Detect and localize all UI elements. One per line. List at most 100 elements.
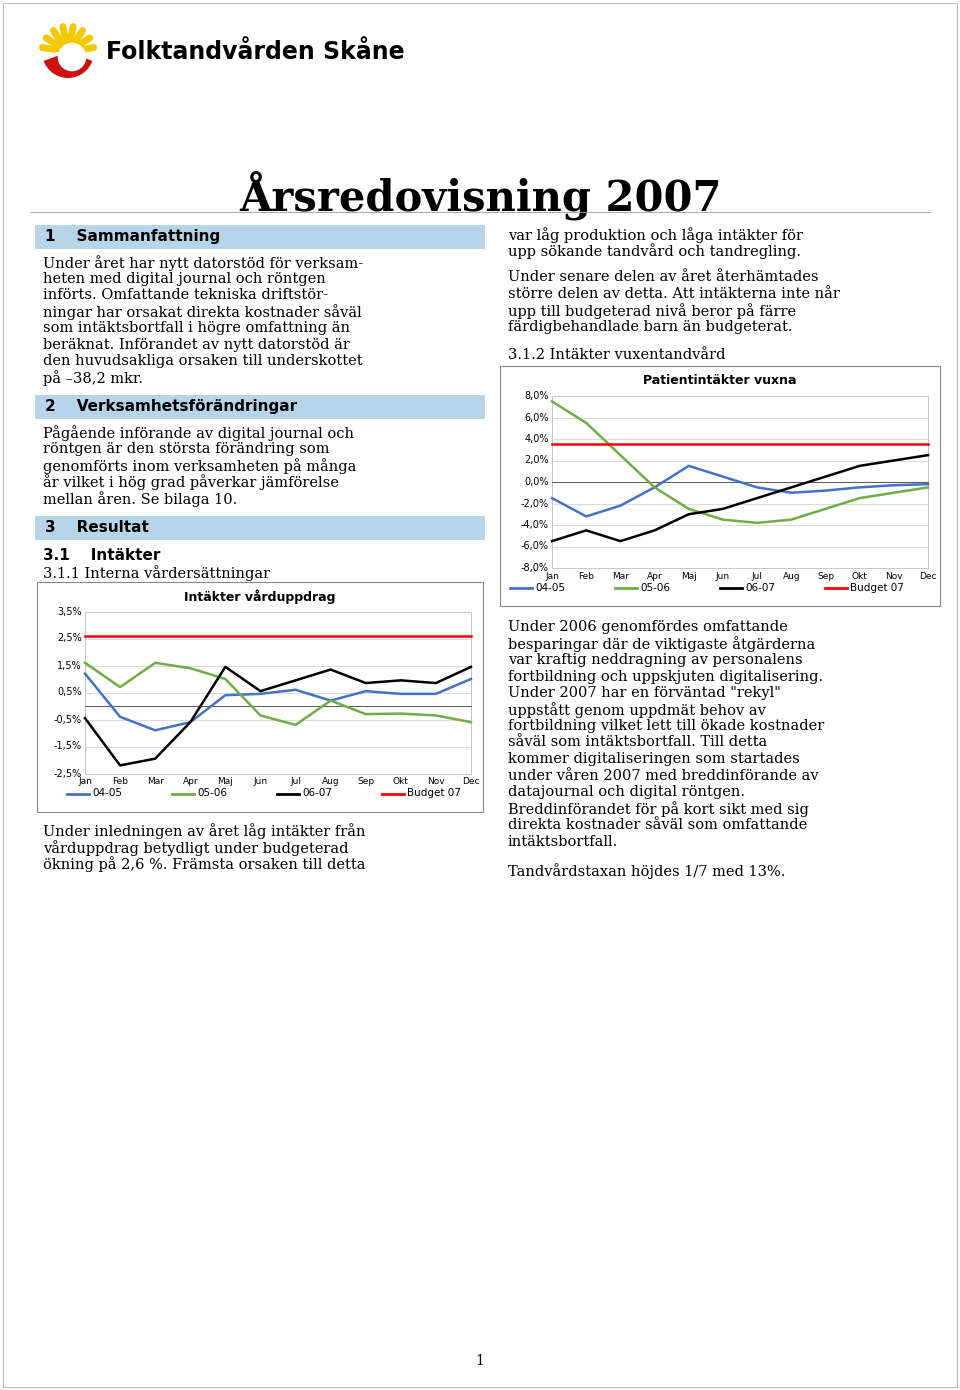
Text: 3    Resultat: 3 Resultat — [45, 520, 149, 535]
Text: 3.1    Intäkter: 3.1 Intäkter — [43, 548, 160, 563]
Text: större delen av detta. Att intäkterna inte når: större delen av detta. Att intäkterna in… — [508, 286, 840, 300]
Text: år vilket i hög grad påverkar jämförelse: år vilket i hög grad påverkar jämförelse — [43, 474, 339, 491]
Bar — [500, 366, 940, 606]
Text: 05-06: 05-06 — [197, 788, 227, 798]
Text: 2,0%: 2,0% — [524, 456, 549, 466]
Text: -0,5%: -0,5% — [54, 714, 82, 724]
Text: Dec: Dec — [920, 573, 937, 581]
Text: direkta kostnader såväl som omfattande: direkta kostnader såväl som omfattande — [508, 817, 807, 833]
Text: på –38,2 mkr.: på –38,2 mkr. — [43, 371, 143, 386]
Text: Jan: Jan — [545, 573, 559, 581]
Text: upp sökande tandvård och tandregling.: upp sökande tandvård och tandregling. — [508, 243, 801, 260]
Text: ningar har orsakat direkta kostnader såväl: ningar har orsakat direkta kostnader såv… — [43, 304, 362, 320]
Text: Apr: Apr — [647, 573, 662, 581]
Bar — [552, 396, 928, 569]
Text: röntgen är den största förändring som: röntgen är den största förändring som — [43, 442, 329, 456]
Text: genomförts inom verksamheten på många: genomförts inom verksamheten på många — [43, 457, 356, 474]
Text: under våren 2007 med breddinförande av: under våren 2007 med breddinförande av — [508, 769, 819, 783]
Text: Tandvårdstaxan höjdes 1/7 med 13%.: Tandvårdstaxan höjdes 1/7 med 13%. — [508, 863, 785, 878]
Text: intäktsbortfall.: intäktsbortfall. — [508, 834, 618, 848]
Text: Okt: Okt — [852, 573, 868, 581]
Bar — [35, 516, 485, 539]
Text: Aug: Aug — [782, 573, 800, 581]
Text: fortbildning vilket lett till ökade kostnader: fortbildning vilket lett till ökade kost… — [508, 719, 825, 733]
Text: Intäkter vårduppdrag: Intäkter vårduppdrag — [184, 589, 336, 605]
Text: 0,0%: 0,0% — [524, 477, 549, 486]
Wedge shape — [53, 36, 84, 51]
Text: Mar: Mar — [147, 777, 164, 787]
Text: mellan åren. Se bilaga 10.: mellan åren. Se bilaga 10. — [43, 491, 237, 507]
Text: var kraftig neddragning av personalens: var kraftig neddragning av personalens — [508, 653, 803, 667]
Text: 2,5%: 2,5% — [58, 634, 82, 644]
Text: -1,5%: -1,5% — [54, 741, 82, 752]
Text: Under senare delen av året återhämtades: Under senare delen av året återhämtades — [508, 270, 819, 284]
Text: -2,5%: -2,5% — [54, 769, 82, 778]
Text: Dec: Dec — [463, 777, 480, 787]
Text: 4,0%: 4,0% — [524, 434, 549, 443]
Text: Under året har nytt datorstöd för verksam-: Under året har nytt datorstöd för verksa… — [43, 254, 363, 271]
Text: Feb: Feb — [578, 573, 594, 581]
Text: såväl som intäktsbortfall. Till detta: såväl som intäktsbortfall. Till detta — [508, 735, 767, 749]
Text: datajournal och digital röntgen.: datajournal och digital röntgen. — [508, 785, 745, 799]
Text: 3,5%: 3,5% — [58, 606, 82, 617]
Text: 06-07: 06-07 — [302, 788, 332, 798]
Text: ökning på 2,6 %. Främsta orsaken till detta: ökning på 2,6 %. Främsta orsaken till de… — [43, 856, 366, 873]
Text: Jul: Jul — [290, 777, 301, 787]
Text: Budget 07: Budget 07 — [407, 788, 461, 798]
Text: Maj: Maj — [681, 573, 697, 581]
Text: 2    Verksamhetsförändringar: 2 Verksamhetsförändringar — [45, 399, 298, 414]
Text: besparingar där de viktigaste åtgärderna: besparingar där de viktigaste åtgärderna — [508, 637, 815, 652]
Text: upp till budgeterad nivå beror på färre: upp till budgeterad nivå beror på färre — [508, 303, 796, 318]
Text: 04-05: 04-05 — [535, 582, 565, 594]
Text: Patientintäkter vuxna: Patientintäkter vuxna — [643, 374, 797, 386]
Text: Sep: Sep — [357, 777, 374, 787]
Text: 06-07: 06-07 — [745, 582, 775, 594]
Text: 1,5%: 1,5% — [58, 660, 82, 670]
Text: Feb: Feb — [112, 777, 128, 787]
Text: färdigbehandlade barn än budgeterat.: färdigbehandlade barn än budgeterat. — [508, 320, 793, 334]
Text: 0,5%: 0,5% — [58, 688, 82, 698]
Text: beräknat. Införandet av nytt datorstöd är: beräknat. Införandet av nytt datorstöd ä… — [43, 338, 349, 352]
Bar — [85, 612, 471, 773]
Text: uppstått genom uppdmät behov av: uppstått genom uppdmät behov av — [508, 702, 766, 719]
Text: 3.1.1 Interna vårdersättningar: 3.1.1 Interna vårdersättningar — [43, 566, 270, 581]
Text: Jun: Jun — [716, 573, 730, 581]
Text: -8,0%: -8,0% — [521, 563, 549, 573]
Text: 04-05: 04-05 — [92, 788, 122, 798]
Text: -6,0%: -6,0% — [521, 542, 549, 552]
Text: som intäktsbortfall i högre omfattning än: som intäktsbortfall i högre omfattning ä… — [43, 321, 350, 335]
Text: Under 2006 genomfördes omfattande: Under 2006 genomfördes omfattande — [508, 620, 788, 634]
Bar — [35, 225, 485, 249]
Text: 6,0%: 6,0% — [524, 413, 549, 423]
Bar — [35, 395, 485, 418]
Text: Årsredovisning 2007: Årsredovisning 2007 — [239, 170, 721, 220]
Text: Budget 07: Budget 07 — [850, 582, 904, 594]
Text: heten med digital journal och röntgen: heten med digital journal och röntgen — [43, 271, 325, 285]
Text: Under 2007 har en förväntad "rekyl": Under 2007 har en förväntad "rekyl" — [508, 687, 780, 701]
Text: den huvudsakliga orsaken till underskottet: den huvudsakliga orsaken till underskott… — [43, 354, 363, 368]
Text: Maj: Maj — [217, 777, 233, 787]
Text: 1: 1 — [475, 1354, 485, 1368]
Text: Breddinförandet för på kort sikt med sig: Breddinförandet för på kort sikt med sig — [508, 802, 809, 817]
Text: Mar: Mar — [612, 573, 629, 581]
Text: -4,0%: -4,0% — [521, 520, 549, 530]
Text: Nov: Nov — [885, 573, 902, 581]
Text: Jul: Jul — [752, 573, 762, 581]
Text: Jan: Jan — [78, 777, 92, 787]
Text: 05-06: 05-06 — [640, 582, 670, 594]
Wedge shape — [43, 51, 92, 78]
Text: införts. Omfattande tekniska driftstör-: införts. Omfattande tekniska driftstör- — [43, 288, 328, 302]
Text: var låg produktion och låga intäkter för: var låg produktion och låga intäkter för — [508, 227, 803, 243]
Text: Sep: Sep — [817, 573, 834, 581]
Text: Under inledningen av året låg intäkter från: Under inledningen av året låg intäkter f… — [43, 823, 366, 840]
Text: Aug: Aug — [322, 777, 340, 787]
Text: 3.1.2 Intäkter vuxentandvård: 3.1.2 Intäkter vuxentandvård — [508, 348, 726, 361]
Text: -2,0%: -2,0% — [521, 499, 549, 509]
Text: Jun: Jun — [253, 777, 268, 787]
Text: Apr: Apr — [182, 777, 198, 787]
Text: kommer digitaliseringen som startades: kommer digitaliseringen som startades — [508, 752, 800, 766]
Text: 8,0%: 8,0% — [524, 391, 549, 400]
Circle shape — [58, 43, 86, 71]
Text: Folktandvården Skåne: Folktandvården Skåne — [106, 40, 404, 64]
Bar — [37, 581, 483, 812]
